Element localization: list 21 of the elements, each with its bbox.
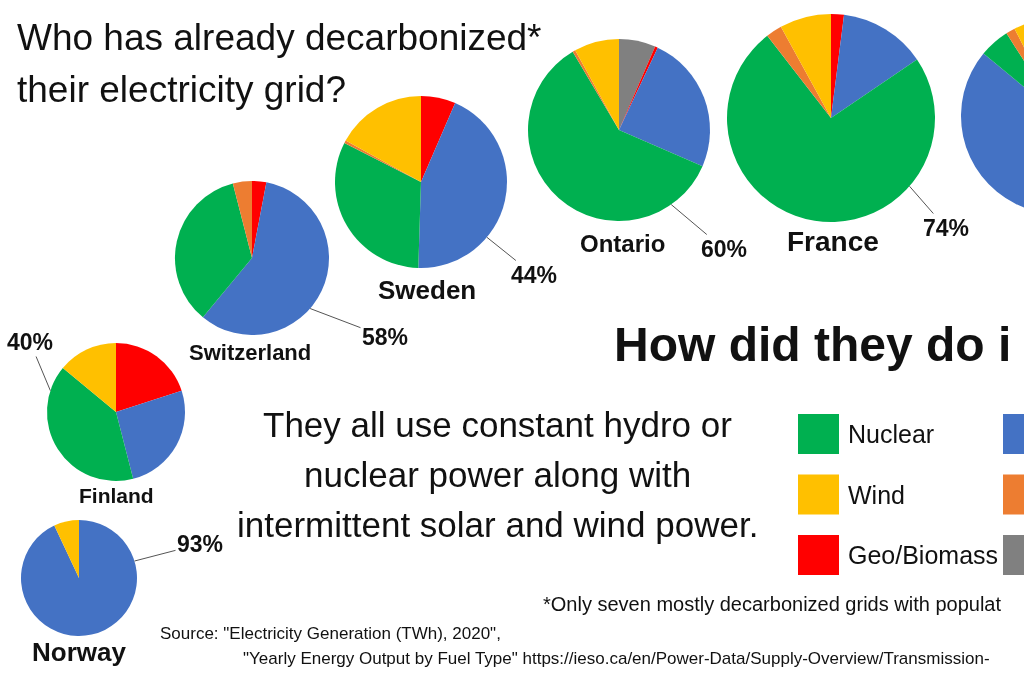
data-label: 93%	[177, 531, 224, 557]
data-label: 60%	[701, 236, 748, 262]
slice-label: Switzerland	[189, 340, 312, 365]
text: Who has already decarbonized* their electricity grid?	[17, 17, 542, 110]
legend-label: Wind	[848, 481, 905, 509]
text: They all use constant hydro or nuclear power along with intermittent solar and wind power.	[237, 405, 759, 544]
legend-label: Geo/Biomass	[848, 541, 999, 569]
slice-label: Norway	[32, 637, 127, 667]
data-label: 44%	[511, 262, 558, 288]
text: "Yearly Energy Output by Fuel Type" https://ieso.ca/en/Power-Data/Supply-Overview/Transmission-	[243, 649, 990, 668]
data-label: 58%	[362, 324, 409, 350]
slice-label: Ontario	[580, 230, 666, 257]
text: How did they do i	[614, 318, 1012, 371]
slice-label: France	[787, 226, 879, 257]
data-label: 40%	[7, 329, 54, 355]
data-label: 74%	[923, 215, 970, 241]
source-note: Source: "Electricity Generation (TWh), 2020",	[160, 624, 501, 643]
slice-label: Sweden	[378, 275, 477, 305]
text: *Only seven mostly decarbonized grids with populat	[543, 593, 1002, 615]
slice-label: Finland	[79, 484, 154, 507]
legend-label: Nuclear	[848, 420, 935, 448]
